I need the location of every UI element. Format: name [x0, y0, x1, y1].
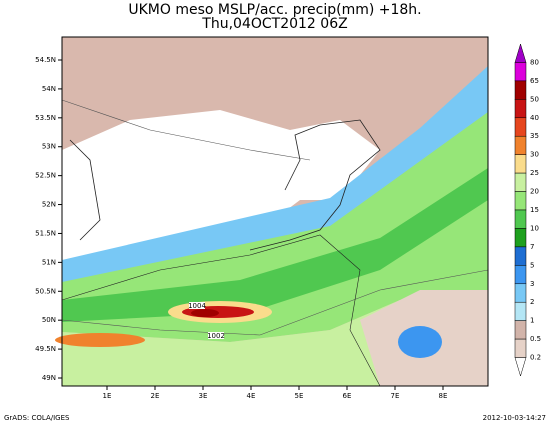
colorbar-label: 7 [530, 243, 534, 251]
coastline [249, 119, 381, 251]
coastline [69, 139, 101, 241]
isobar [61, 269, 489, 336]
lat-label: 54.5N [35, 56, 56, 64]
colorbar-label: 35 [530, 132, 539, 140]
footer-right: 2012-10-03-14:27 [483, 414, 546, 422]
lat-label: 52N [42, 201, 56, 209]
lon-label: 6E [343, 392, 352, 400]
colorbar-swatch [514, 209, 527, 229]
lat-label: 49.5N [35, 345, 56, 353]
lat-label: 52.5N [35, 172, 56, 180]
colorbar-swatch [514, 228, 527, 248]
field-band [62, 112, 488, 342]
isobar-label-box [189, 302, 205, 309]
lon-label: 7E [391, 392, 400, 400]
lon-label: 5E [295, 392, 304, 400]
title-line: UKMO meso MSLP/acc. precip(mm) +18h. [128, 2, 421, 18]
colorbar-swatch [514, 80, 527, 100]
colorbar-swatch [514, 154, 527, 174]
colorbar-label: 30 [530, 151, 539, 159]
map-frame [61, 36, 489, 387]
colorbar-swatch [514, 135, 527, 155]
colorbar-swatch [514, 301, 527, 321]
lat-label: 54N [42, 85, 56, 93]
lon-label: 1E [103, 392, 112, 400]
colorbar-label: 10 [530, 224, 539, 232]
lat-label: 51N [42, 258, 56, 266]
colorbar-end [514, 43, 527, 63]
colorbar-label: 25 [530, 169, 539, 177]
colorbar-swatch [514, 62, 527, 82]
lat-label: 49N [42, 374, 56, 382]
border [61, 234, 381, 387]
colorbar-label: 65 [530, 77, 539, 85]
colorbar-label: 5 [530, 261, 534, 269]
colorbar-label: 2 [530, 298, 534, 306]
colorbar-label: 40 [530, 114, 539, 122]
colorbar-label: 1 [530, 317, 534, 325]
isobar-label: 1004 [188, 302, 206, 310]
lon-label: 8E [439, 392, 448, 400]
field-cell [398, 326, 442, 358]
axes: 54.5N 54N 53.5N 53N 52.5N 52N 51.5N 51N 50.5N 50N… [35, 56, 447, 400]
isobar-label-box [208, 332, 224, 339]
lat-label: 53N [42, 143, 56, 151]
lat-label: 51.5N [35, 229, 56, 237]
colorbar-label: 15 [530, 206, 539, 214]
lon-label: 3E [199, 392, 208, 400]
field-band [62, 168, 488, 322]
lat-label: 53.5N [35, 114, 56, 122]
map-field [55, 37, 489, 387]
colorbar-label: 3 [530, 280, 534, 288]
lon-label: 2E [151, 392, 160, 400]
title-line: Thu,04OCT2012 06Z [201, 16, 347, 32]
colorbar: 80 65 50 40 35 30 25 20 15 10 7 5 3 2 1 0.5 0.2 [514, 43, 541, 377]
colorbar-swatch [514, 172, 527, 192]
colorbar-swatch [514, 338, 527, 358]
field-cell [55, 333, 145, 347]
colorbar-label: 0.5 [530, 335, 541, 343]
footer-left: GrADS: COLA/IGES [4, 414, 70, 422]
colorbar-swatch [514, 320, 527, 340]
colorbar-swatch [514, 283, 527, 303]
colorbar-swatch [514, 246, 527, 266]
isobar [61, 99, 311, 161]
field-cell [191, 309, 219, 317]
colorbar-label: 20 [530, 188, 539, 196]
lon-label: 4E [247, 392, 256, 400]
colorbar-swatch [514, 265, 527, 285]
colorbar-swatch [514, 117, 527, 137]
colorbar-swatch [514, 99, 527, 119]
colorbar-swatch [514, 191, 527, 211]
isobar-label: 1002 [207, 332, 225, 340]
field-dry [290, 120, 380, 200]
lat-label: 50.5N [35, 287, 56, 295]
lat-label: 50N [42, 316, 56, 324]
colorbar-label: 0.2 [530, 354, 541, 362]
colorbar-end [514, 357, 527, 377]
colorbar-label: 80 [530, 58, 539, 66]
colorbar-label: 50 [530, 95, 539, 103]
